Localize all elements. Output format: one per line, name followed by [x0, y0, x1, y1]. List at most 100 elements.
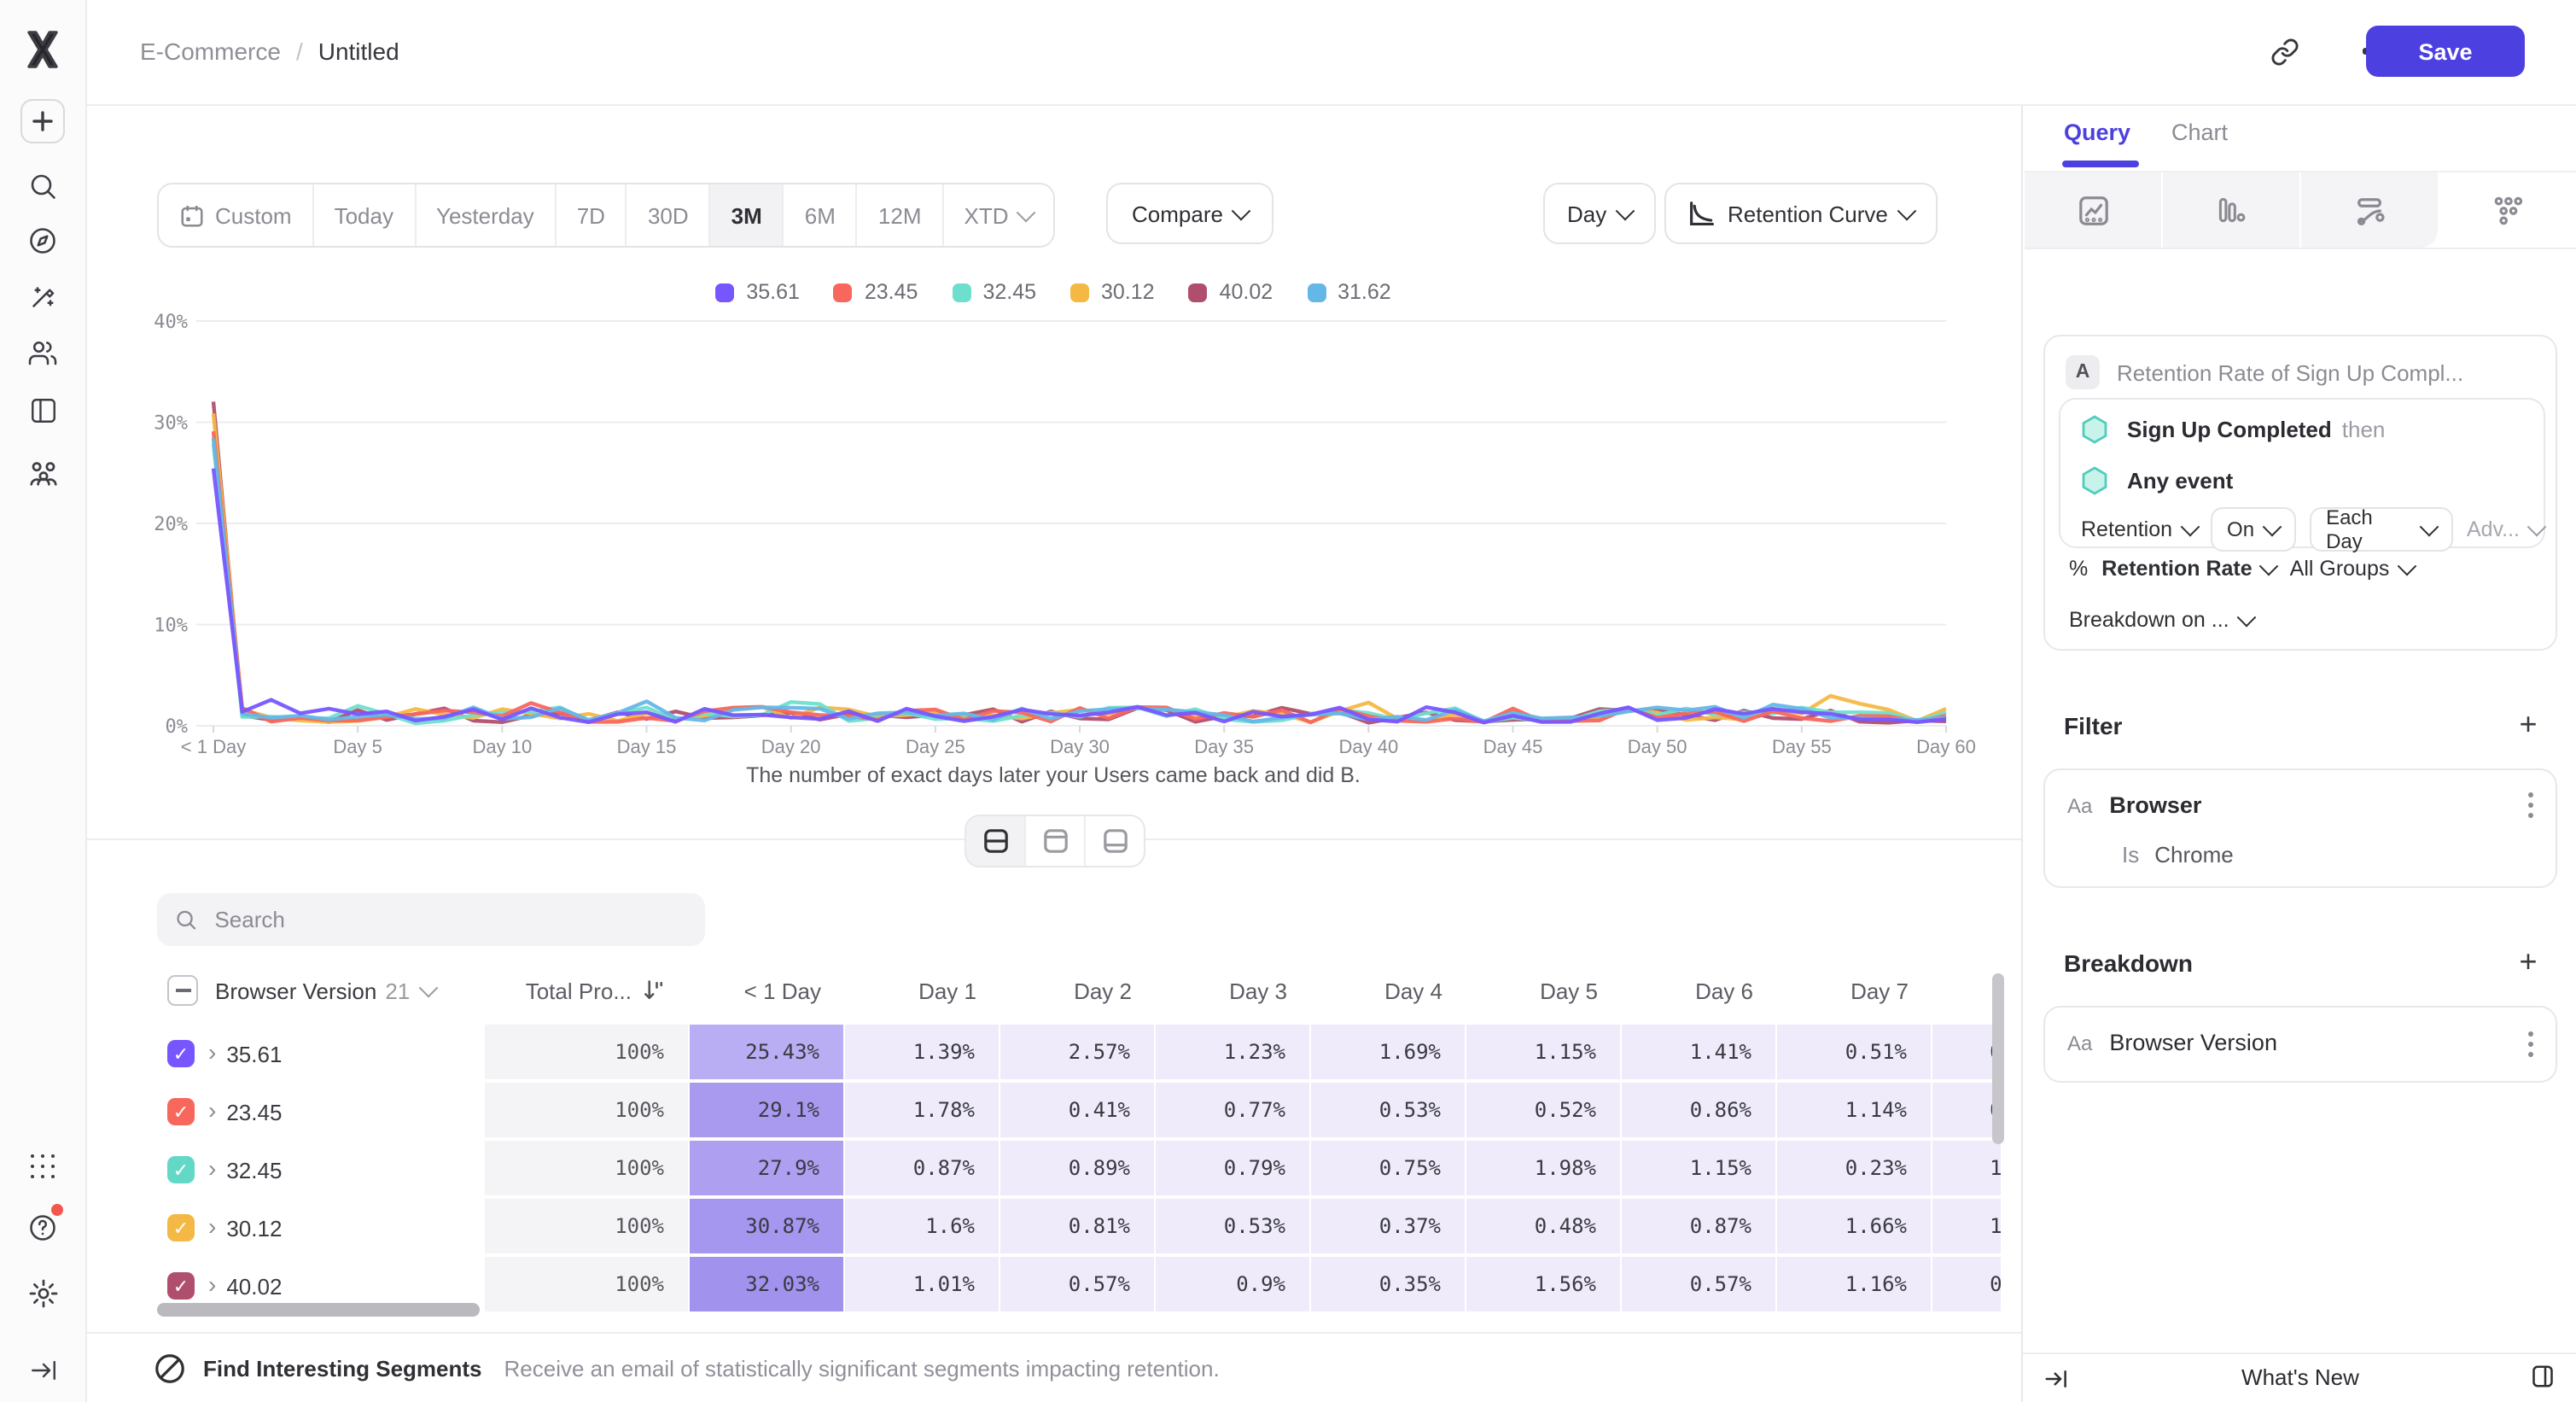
date-range-yesterday[interactable]: Yesterday	[416, 184, 557, 246]
compare-button[interactable]: Compare	[1106, 183, 1274, 244]
date-range-3m[interactable]: 3M	[710, 184, 784, 246]
date-range-30d[interactable]: 30D	[627, 184, 711, 246]
create-plus-icon[interactable]	[17, 96, 68, 147]
search-icon[interactable]	[17, 161, 68, 212]
explore-compass-icon[interactable]	[17, 215, 68, 266]
on-select[interactable]: On	[2210, 507, 2296, 552]
legend-item[interactable]: 23.45	[833, 280, 918, 304]
row-checkbox[interactable]: ✓	[167, 1272, 195, 1300]
date-range-7d[interactable]: 7D	[557, 184, 627, 246]
tab-chart[interactable]: Chart	[2171, 120, 2229, 145]
total-header-cell[interactable]: Total Pro...	[485, 967, 690, 1014]
legend-item[interactable]: 35.61	[715, 280, 800, 304]
save-button[interactable]: Save	[2366, 26, 2525, 77]
funnels-chart-type-icon[interactable]	[2163, 172, 2301, 248]
day-header-cell[interactable]: Day 2	[1074, 978, 1132, 1003]
add-filter-button[interactable]: +	[2519, 707, 2538, 741]
second-event-name[interactable]: Any event	[2127, 468, 2234, 494]
query-title[interactable]: Retention Rate of Sign Up Compl...	[2117, 359, 2464, 385]
day-header-cell[interactable]: Day 3	[1229, 978, 1287, 1003]
groups-select[interactable]: All Groups	[2290, 556, 2416, 581]
day-header-cell[interactable]: Day 1	[918, 978, 976, 1003]
toggle-panel-icon[interactable]	[2530, 1363, 2556, 1390]
users-icon[interactable]	[17, 328, 68, 379]
apps-grid-icon[interactable]	[17, 1141, 68, 1192]
row-checkbox[interactable]: ✓	[167, 1040, 195, 1067]
flows-chart-type-icon[interactable]	[2301, 172, 2438, 248]
day-header-cell[interactable]: < 1 Day	[743, 978, 821, 1003]
filter-operator[interactable]: Is	[2122, 842, 2140, 867]
filter-value[interactable]: Chrome	[2154, 842, 2234, 867]
table-row[interactable]: ✓ › 30.12 100% 30.87% 1.6% 0.81% 0.53% 0.37% 0.48…	[157, 1199, 2002, 1257]
date-range-12m[interactable]: 12M	[858, 184, 944, 246]
cohorts-icon[interactable]	[17, 446, 68, 497]
retention-cell: 0.77%	[1156, 1083, 1311, 1141]
settings-gear-icon[interactable]	[17, 1267, 68, 1318]
breakdown-property[interactable]: Browser Version	[2109, 1030, 2277, 1055]
split-view-toggle[interactable]	[966, 816, 1026, 866]
table-only-toggle[interactable]	[1086, 816, 1144, 866]
each-day-select[interactable]: Each Day	[2309, 505, 2453, 553]
breakdown-header-caret-icon[interactable]	[418, 978, 439, 998]
day-header-cell[interactable]: Day 6	[1695, 978, 1753, 1003]
search-input[interactable]	[211, 905, 688, 934]
legend-item[interactable]: 30.12	[1070, 280, 1155, 304]
breakdown-menu-icon[interactable]	[2528, 1031, 2533, 1057]
filter-menu-icon[interactable]	[2528, 792, 2533, 818]
row-checkbox[interactable]: ✓	[167, 1214, 195, 1241]
expand-row-icon[interactable]: ›	[208, 1154, 217, 1182]
mixpanel-logo-icon[interactable]	[17, 24, 68, 75]
granularity-button[interactable]: Day	[1543, 183, 1657, 244]
magic-wand-icon[interactable]	[17, 272, 68, 323]
copy-link-icon[interactable]	[2260, 27, 2308, 75]
day-header-cell[interactable]: Day 7	[1850, 978, 1909, 1003]
date-range-xtd[interactable]: XTD	[944, 184, 1053, 246]
horizontal-scrollbar[interactable]	[157, 1303, 480, 1317]
legend-item[interactable]: 31.62	[1307, 280, 1391, 304]
table-row[interactable]: ✓ › 32.45 100% 27.9% 0.87% 0.89% 0.79% 0.75% 1.98…	[157, 1141, 2002, 1199]
first-event-name[interactable]: Sign Up Completed	[2127, 417, 2332, 442]
row-checkbox[interactable]: ✓	[167, 1156, 195, 1183]
second-event-row[interactable]: Any event	[2081, 466, 2233, 495]
retention-chart-type-icon[interactable]	[2438, 172, 2576, 248]
insights-chart-type-icon[interactable]	[2025, 172, 2163, 248]
tab-query[interactable]: Query	[2064, 120, 2131, 145]
vertical-scrollbar[interactable]	[1992, 973, 2004, 1144]
find-interesting-segments-link[interactable]: Find Interesting Segments	[203, 1355, 482, 1381]
expand-row-icon[interactable]: ›	[208, 1212, 217, 1240]
expand-row-icon[interactable]: ›	[208, 1038, 217, 1066]
legend-item[interactable]: 32.45	[952, 280, 1036, 304]
breakdown-card[interactable]: Aa Browser Version	[2043, 1006, 2557, 1083]
chart-view-button[interactable]: Retention Curve	[1664, 183, 1938, 244]
filter-property[interactable]: Browser	[2109, 792, 2202, 818]
select-all-checkbox[interactable]	[167, 975, 198, 1006]
retention-type-select[interactable]: Retention	[2081, 517, 2200, 541]
chart-only-toggle[interactable]	[1026, 816, 1086, 866]
table-row[interactable]: ✓ › 40.02 100% 32.03% 1.01% 0.57% 0.9% 0.35% 1.56…	[157, 1257, 2002, 1315]
legend-item[interactable]: 40.02	[1188, 280, 1273, 304]
help-icon[interactable]	[17, 1202, 68, 1253]
advanced-select[interactable]: Adv...	[2467, 517, 2547, 541]
date-range-custom[interactable]: Custom	[159, 184, 314, 246]
collapse-panel-icon[interactable]	[2043, 1363, 2084, 1393]
date-range-6m[interactable]: 6M	[784, 184, 858, 246]
boards-icon[interactable]	[17, 384, 68, 435]
breadcrumb-project[interactable]: E-Commerce	[140, 38, 281, 65]
report-title[interactable]: Untitled	[318, 38, 399, 65]
collapse-sidebar-icon[interactable]	[17, 1344, 68, 1395]
breakdown-on-select[interactable]: Breakdown on ...	[2069, 607, 2256, 632]
first-event-row[interactable]: Sign Up Completed then	[2081, 415, 2385, 444]
breakdown-column-label[interactable]: Browser Version	[215, 978, 377, 1003]
date-range-today[interactable]: Today	[314, 184, 416, 246]
measure-select[interactable]: Retention Rate	[2101, 556, 2279, 581]
expand-row-icon[interactable]: ›	[208, 1271, 217, 1298]
filter-card[interactable]: Aa Browser Is Chrome	[2043, 768, 2557, 888]
table-row[interactable]: ✓ › 23.45 100% 29.1% 1.78% 0.41% 0.77% 0.53% 0.52…	[157, 1083, 2002, 1141]
day-header-cell[interactable]: Day 5	[1540, 978, 1598, 1003]
row-checkbox[interactable]: ✓	[167, 1098, 195, 1125]
day-header-cell[interactable]: Day 4	[1384, 978, 1442, 1003]
whats-new-link[interactable]: What's New	[2241, 1364, 2359, 1390]
table-row[interactable]: ✓ › 35.61 100% 25.43% 1.39% 2.57% 1.23% 1.69% 1.1…	[157, 1025, 2002, 1083]
add-breakdown-button[interactable]: +	[2519, 944, 2538, 978]
expand-row-icon[interactable]: ›	[208, 1096, 217, 1124]
